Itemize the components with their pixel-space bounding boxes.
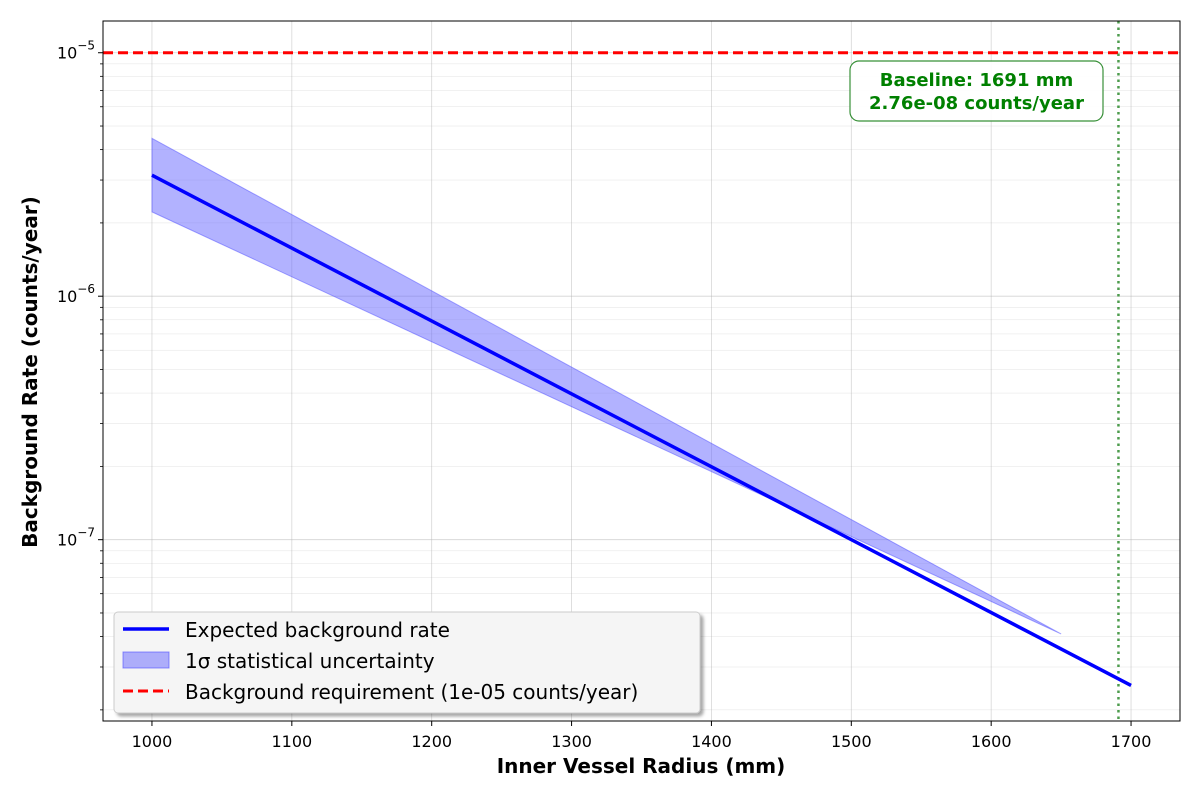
series-line-expected-rate (151, 173, 1132, 687)
y-tick-label: 10−5 (57, 39, 95, 63)
legend-label-uncertainty: 1σ statistical uncertainty (185, 649, 435, 673)
x-tick-label: 1000 (132, 732, 173, 751)
series-line-group (103, 21, 1180, 721)
x-tick-label: 1700 (1111, 732, 1152, 751)
x-tick-label: 1400 (691, 732, 732, 751)
y-tick-label: 10−6 (57, 282, 95, 306)
x-tick-label: 1100 (271, 732, 312, 751)
y-tick-label: 10−7 (57, 526, 95, 550)
baseline-annotation-line1: Baseline: 1691 mm (880, 70, 1074, 91)
legend-label-expected-rate: Expected background rate (185, 618, 450, 642)
axis-ticks: 1000 1100 1200 1300 1400 1500 1600 1700 10−7 10−6… (57, 39, 1151, 751)
x-tick-label: 1200 (411, 732, 452, 751)
legend-swatch-uncertainty (122, 651, 170, 669)
y-axis-label: Background Rate (counts/year) (18, 196, 42, 548)
baseline-annotation-box (849, 60, 1104, 122)
x-axis-label: Inner Vessel Radius (mm) (497, 754, 786, 778)
legend-label-requirement: Background requirement (1e-05 counts/yea… (185, 680, 638, 704)
x-tick-label: 1300 (551, 732, 592, 751)
uncertainty-band (151, 137, 1062, 635)
uncertainty-band-group (151, 137, 1062, 635)
x-tick-label: 1500 (831, 732, 872, 751)
x-tick-label: 1600 (971, 732, 1012, 751)
baseline-annotation: Baseline: 1691 mm 2.76e-08 counts/year (849, 60, 1104, 122)
plot-frame (102, 20, 1181, 722)
legend-frame (113, 611, 701, 714)
baseline-annotation-line2: 2.76e-08 counts/year (869, 93, 1084, 114)
legend: Expected background rate 1σ statistical … (113, 611, 701, 714)
